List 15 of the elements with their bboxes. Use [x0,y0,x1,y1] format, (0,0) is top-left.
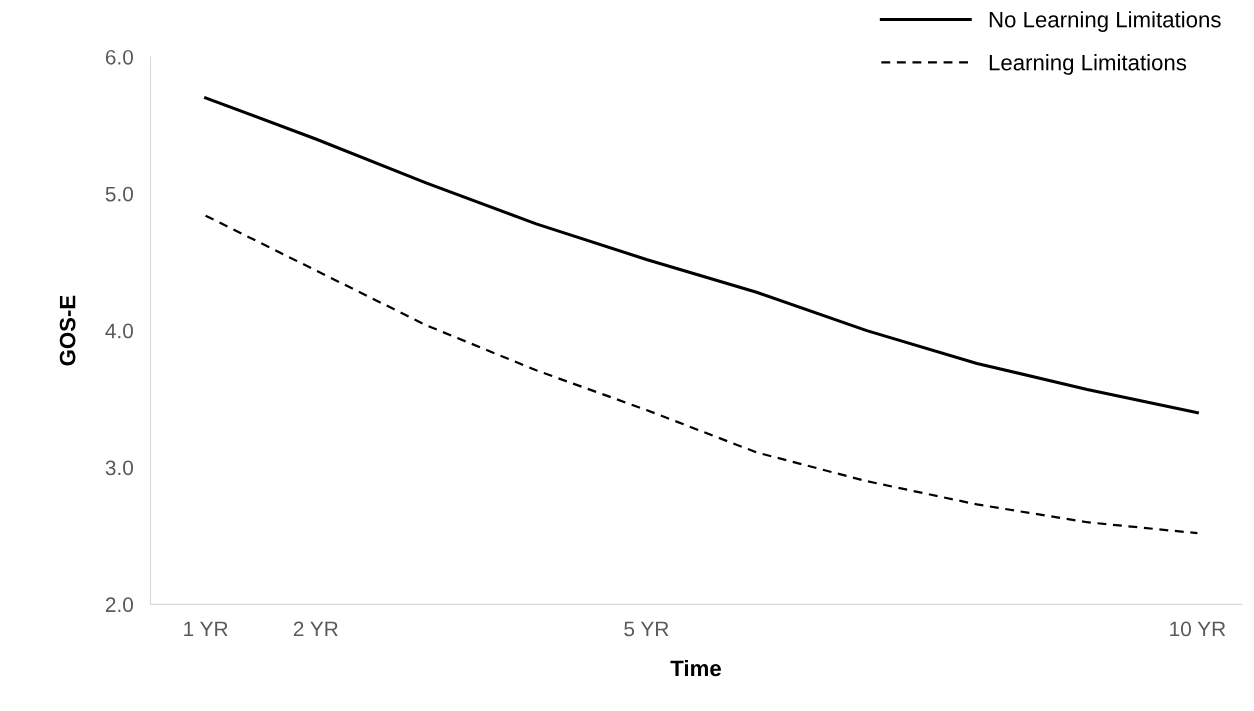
x-tick-label: 5 YR [624,621,669,637]
line-series [204,214,1199,535]
x-tick-label: 1 YR [184,621,228,637]
y-axis-title: GOS-E [59,295,76,366]
line-series [204,96,1199,415]
x-tick-label: 2 YR [293,621,338,637]
y-tick-label: 5.0 [105,186,133,202]
y-tick-label: 4.0 [105,323,133,339]
y-tick-label: 3.0 [105,460,133,476]
legend-label: Learning Limitations [989,54,1187,75]
y-tick-label: 2.0 [105,597,133,613]
x-axis-title: Time [670,659,721,677]
legend-label: No Learning Limitations [989,11,1221,32]
y-tick-label: 6.0 [105,49,133,65]
x-tick-label: 10 YR [1170,621,1226,637]
